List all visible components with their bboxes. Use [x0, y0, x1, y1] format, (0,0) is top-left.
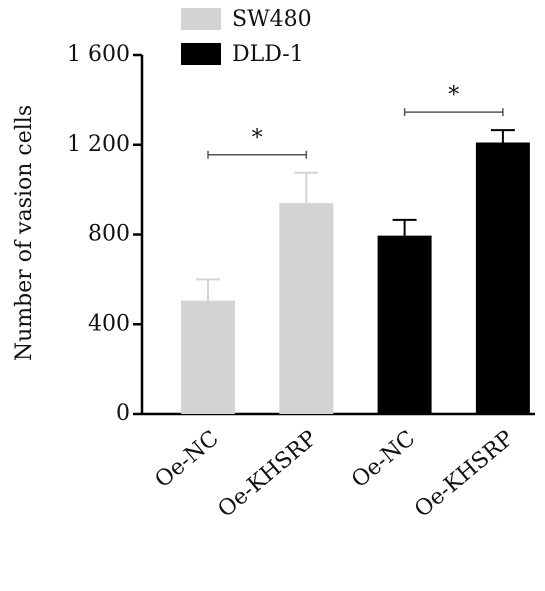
- bar: [279, 203, 334, 414]
- legend-swatch: [181, 8, 221, 30]
- y-tick-label: 400: [88, 311, 130, 336]
- legend-swatch: [181, 43, 221, 65]
- y-tick-label: 800: [88, 222, 130, 247]
- y-axis-label: Number of vasion cells: [12, 105, 37, 361]
- bar: [181, 300, 235, 414]
- bar: [475, 142, 530, 414]
- y-tick-label: 0: [116, 401, 130, 426]
- y-tick-label: 1 200: [67, 132, 130, 157]
- legend-label: SW480: [232, 7, 312, 32]
- x-tick-label: Oe-KHSRP: [410, 426, 519, 523]
- bar: [377, 235, 432, 414]
- significance: *: [252, 126, 263, 151]
- x-tick-label: Oe-NC: [151, 426, 224, 493]
- legend-label: DLD-1: [232, 42, 304, 67]
- x-tick-label: Oe-KHSRP: [214, 426, 323, 523]
- y-tick-label: 1 600: [67, 42, 130, 67]
- x-tick-label: Oe-NC: [347, 426, 420, 493]
- significance: *: [448, 83, 459, 108]
